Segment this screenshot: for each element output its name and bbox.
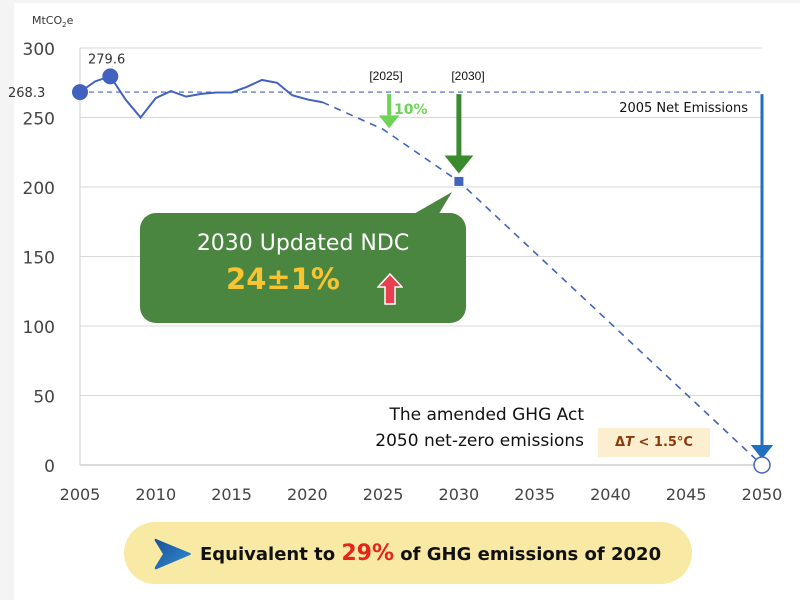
x-tick-label: 2050	[742, 485, 783, 504]
banner-highlight: 29%	[341, 541, 395, 566]
up-arrow-icon	[377, 273, 403, 305]
reference-line-label: 2005 Net Emissions	[619, 101, 748, 116]
x-tick-label: 2030	[439, 485, 480, 504]
label-2025: [2025]	[369, 69, 402, 83]
x-tick-label: 2040	[590, 485, 631, 504]
y-tick-label: 300	[23, 40, 55, 60]
x-tick-label: 2015	[211, 485, 252, 504]
x-tick-label: 2020	[287, 485, 328, 504]
data-point-2007	[102, 68, 119, 85]
x-tick-label: 2035	[514, 485, 555, 504]
y-tick-label: 0	[44, 457, 55, 477]
pathway-line	[322, 101, 763, 466]
arrow-2030-head	[444, 155, 474, 174]
point-label-2005: 268.3	[8, 86, 45, 101]
y-tick-label: 50	[33, 388, 55, 408]
arrow-2050-head	[750, 445, 774, 459]
x-tick-label: 2025	[363, 485, 404, 504]
data-point-2030	[453, 175, 465, 187]
arrow-2025-head	[378, 115, 400, 129]
data-point-2005	[72, 84, 88, 101]
ndc-callout: 2030 Updated NDC 24±1%	[140, 213, 466, 323]
y-tick-label: 100	[23, 318, 55, 338]
data-point-2050	[753, 456, 771, 474]
point-label-2007: 279.6	[88, 52, 125, 67]
label-2030: [2030]	[451, 69, 484, 83]
equivalence-banner: Equivalent to 29% of GHG emissions of 20…	[124, 522, 692, 584]
y-tick-label: 200	[23, 179, 55, 199]
callout-value: 24±1%	[226, 262, 340, 296]
y-tick-label: 250	[23, 110, 55, 130]
x-tick-label: 2045	[666, 485, 707, 504]
ghg-act-line2: 2050 net-zero emissions	[375, 431, 584, 451]
y-axis-unit-label: MtCO2e	[32, 14, 74, 30]
callout-title: 2030 Updated NDC	[196, 231, 410, 256]
label-10-percent: 10%	[394, 102, 428, 118]
y-tick-label: 150	[23, 249, 55, 269]
historical-line	[79, 75, 323, 120]
callout-tail	[412, 192, 452, 217]
ghg-act-line1: The amended GHG Act	[389, 405, 584, 425]
ghg-act-annotation: The amended GHG Act 2050 net-zero emissi…	[300, 402, 584, 454]
x-tick-label: 2005	[60, 485, 101, 504]
temperature-target-badge: ΔT < 1.5°C	[598, 428, 710, 457]
banner-text: Equivalent to 29% of GHG emissions of 20…	[200, 541, 662, 566]
chevron-right-icon	[154, 538, 191, 570]
x-tick-label: 2010	[135, 485, 176, 504]
